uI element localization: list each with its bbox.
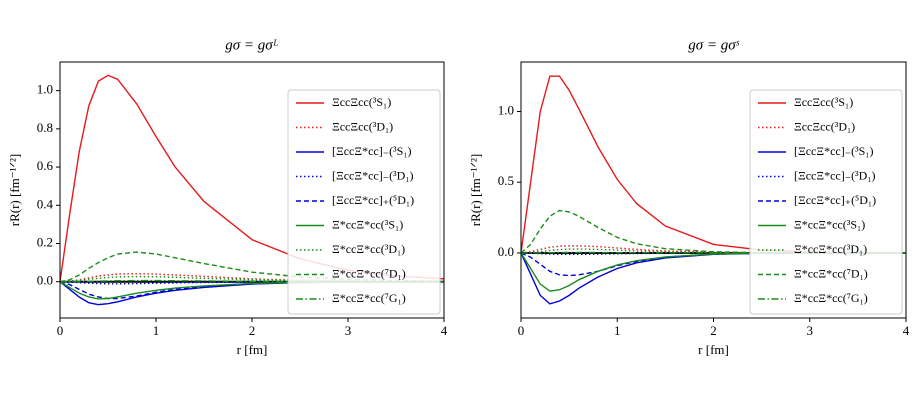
- x-tick-label: 4: [441, 323, 448, 338]
- y-axis-label: rR(r) [fm⁻¹ᐟ²]: [7, 154, 22, 227]
- x-tick-label: 0: [518, 323, 525, 338]
- series-line: [60, 279, 444, 283]
- legend-label: Ξ*ccΞ*cc(⁷G₁): [332, 291, 406, 305]
- y-tick-label: 0.8: [37, 120, 53, 135]
- y-tick-label: 1.0: [498, 102, 514, 117]
- y-tick-label: 0.5: [498, 173, 514, 188]
- legend: ΞccΞcc(³S₁) ΞccΞcc(³D₁) [ΞccΞ*cc]₋(³S₁) [Ξc…: [749, 89, 903, 315]
- legend-label: Ξ*ccΞ*cc(³S₁): [332, 217, 403, 231]
- panel-title: gσ = gσᴸ: [225, 37, 278, 53]
- legend-label: [ΞccΞ*cc]₋(³D₁): [794, 168, 876, 182]
- x-tick-label: 2: [710, 323, 717, 338]
- legend-label: ΞccΞcc(³D₁): [332, 119, 393, 133]
- legend-label: Ξ*ccΞ*cc(⁷D₁): [794, 266, 868, 280]
- legend-label: Ξ*ccΞ*cc(³S₁): [794, 217, 865, 231]
- legend-label: ΞccΞcc(³S₁): [794, 95, 853, 109]
- legend-box: [287, 89, 441, 315]
- legend-label: [ΞccΞ*cc]₋(³S₁): [332, 144, 412, 158]
- y-tick-label: 0.2: [37, 234, 53, 249]
- legend-label: Ξ*ccΞ*cc(³D₁): [332, 242, 405, 256]
- legend-label: Ξ*ccΞ*cc(⁷G₁): [794, 291, 868, 305]
- legend-label: [ΞccΞ*cc]₊(⁵D₁): [332, 193, 414, 207]
- x-axis-label: r [fm]: [237, 342, 268, 357]
- y-axis-label: rR(r) [fm⁻¹ᐟ²]: [468, 154, 483, 227]
- panel: gσ = gσᴸ r [fm] rR(r) [fm⁻¹ᐟ²] 0 1 2 3 4 0.0 0.2 0…: [7, 37, 448, 357]
- legend-label: ΞccΞcc(³D₁): [794, 119, 855, 133]
- legend-label: [ΞccΞ*cc]₋(³D₁): [332, 168, 414, 182]
- axes-frame: [520, 61, 907, 319]
- series-line: [521, 245, 906, 254]
- x-tick-label: 3: [345, 323, 352, 338]
- panel-title: gσ = gσˢ: [688, 37, 739, 53]
- legend-label: [ΞccΞ*cc]₋(³S₁): [794, 144, 874, 158]
- x-tick-label: 4: [903, 323, 910, 338]
- x-tick-label: 0: [57, 323, 64, 338]
- y-tick-label: 0.0: [498, 244, 514, 259]
- y-tick-label: 0.4: [37, 196, 54, 211]
- y-tick-label: 0.6: [37, 158, 54, 173]
- x-axis-label: r [fm]: [698, 342, 729, 357]
- legend-box: [749, 89, 903, 315]
- legend-label: Ξ*ccΞ*cc(⁷D₁): [332, 266, 406, 280]
- y-tick-label: 0.0: [37, 273, 53, 288]
- legend-label: Ξ*ccΞ*cc(³D₁): [794, 242, 867, 256]
- legend: ΞccΞcc(³S₁) ΞccΞcc(³D₁) [ΞccΞ*cc]₋(³S₁) [Ξc…: [287, 89, 441, 315]
- x-tick-label: 3: [807, 323, 814, 338]
- legend-label: [ΞccΞ*cc]₊(⁵D₁): [794, 193, 876, 207]
- x-tick-label: 1: [153, 323, 160, 338]
- panel: gσ = gσˢ r [fm] rR(r) [fm⁻¹ᐟ²] 0 1 2 3 4 0.0 0.5 1…: [468, 37, 910, 357]
- x-tick-label: 2: [249, 323, 256, 338]
- legend-label: ΞccΞcc(³S₁): [332, 95, 391, 109]
- x-tick-label: 1: [614, 323, 621, 338]
- y-tick-label: 1.0: [37, 82, 53, 97]
- axes-frame: [59, 61, 445, 319]
